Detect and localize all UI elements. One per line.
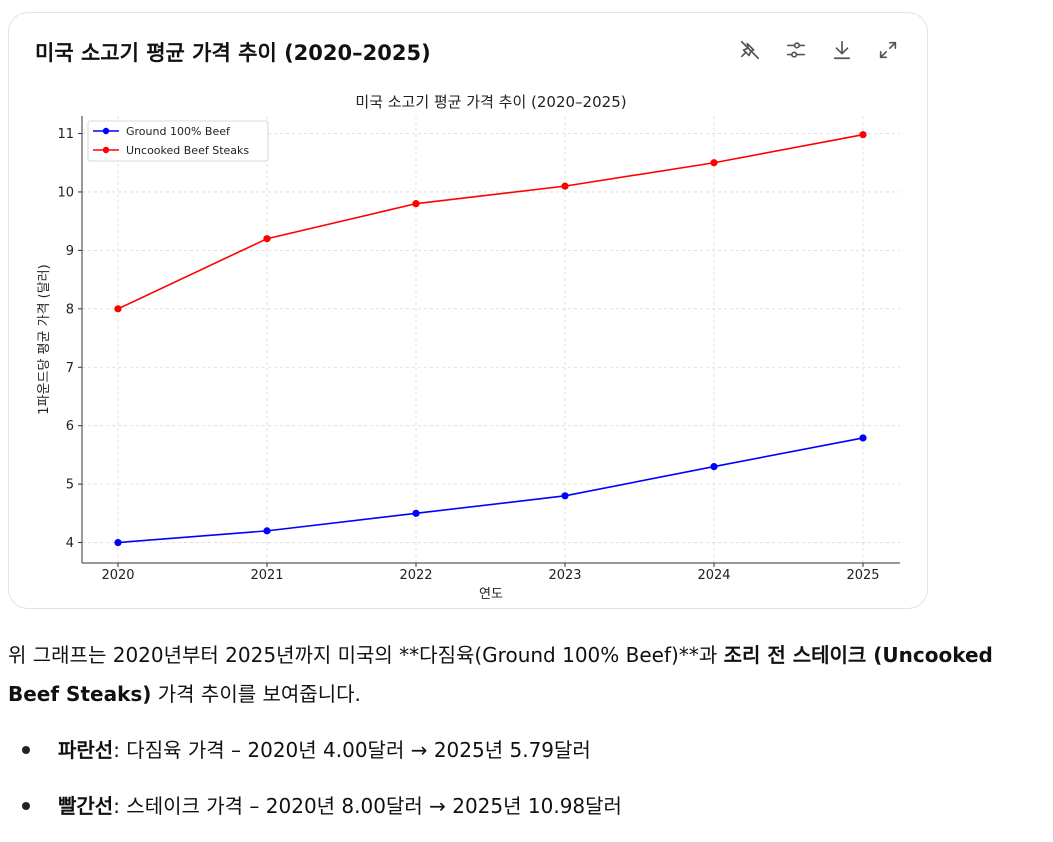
x-tick-label: 2022 xyxy=(399,568,432,583)
bullet-dot xyxy=(22,746,30,754)
chart-card: 미국 소고기 평균 가격 추이 (2020–2025) xyxy=(8,12,928,609)
x-tick-label: 2020 xyxy=(101,568,134,583)
summary-text-2: 가격 추이를 보여줍니다. xyxy=(151,682,361,706)
data-point xyxy=(412,200,420,208)
x-tick-label: 2021 xyxy=(250,568,283,583)
y-tick-label: 10 xyxy=(57,185,74,200)
download-icon[interactable] xyxy=(829,37,855,63)
legend-marker xyxy=(102,127,110,135)
data-point xyxy=(561,182,569,190)
data-point xyxy=(114,305,122,313)
bullet-red: 빨간선: 스테이크 가격 – 2020년 8.00달러 → 2025년 10.9… xyxy=(22,786,622,842)
data-point xyxy=(114,538,122,547)
bullet-label: 빨간선 xyxy=(58,794,114,818)
summary-text-1: 위 그래프는 2020년부터 2025년까지 미국의 **다짐육(Ground … xyxy=(8,643,724,667)
bullet-blue: 파란선: 다짐육 가격 – 2020년 4.00달러 → 2025년 5.79달… xyxy=(22,730,622,786)
data-point xyxy=(263,235,271,243)
bullet-text: : 다짐육 가격 – 2020년 4.00달러 → 2025년 5.79달러 xyxy=(113,738,591,762)
chart-toolbar xyxy=(737,37,901,63)
y-axis-label: 1파운드당 평균 가격 (달러) xyxy=(37,264,52,414)
x-tick-label: 2023 xyxy=(548,568,581,583)
sliders-icon[interactable] xyxy=(783,37,809,63)
summary-bold: 조리 전 스테이크 (Uncooked Beef Steaks) xyxy=(8,643,993,706)
bullet-dot xyxy=(22,802,30,810)
bullet-text: : 스테이크 가격 – 2020년 8.00달러 → 2025년 10.98달러 xyxy=(113,794,622,818)
series-line xyxy=(117,437,864,544)
line-chart: 2020 2021 2022 2023 2024 2025 4 5 6 7 8 9 10 11 미국 소고기… xyxy=(37,93,900,602)
data-point xyxy=(859,131,867,139)
x-tick-label: 2025 xyxy=(846,568,879,583)
data-point xyxy=(561,492,569,500)
legend-box xyxy=(87,120,269,162)
y-tick-label: 6 xyxy=(66,419,74,434)
x-axis-label: 연도 xyxy=(479,587,503,602)
chart-title: 미국 소고기 평균 가격 추이 (2020–2025) xyxy=(355,93,626,111)
legend-marker xyxy=(102,146,110,154)
y-tick-label: 9 xyxy=(66,244,74,259)
y-tick-label: 4 xyxy=(66,536,74,551)
expand-icon[interactable] xyxy=(875,37,901,63)
y-tick-label: 5 xyxy=(66,478,74,493)
series-line xyxy=(117,133,864,310)
x-tick-label: 2024 xyxy=(697,568,730,583)
summary-bullets: 파란선: 다짐육 가격 – 2020년 4.00달러 → 2025년 5.79달… xyxy=(22,730,622,842)
y-tick-label: 11 xyxy=(57,127,74,142)
data-point xyxy=(412,509,420,517)
data-point xyxy=(710,159,718,167)
no-pin-icon[interactable] xyxy=(737,37,763,63)
data-point xyxy=(710,462,718,471)
data-point xyxy=(263,527,271,535)
y-tick-label: 8 xyxy=(66,302,74,317)
legend-label: Ground 100% Beef xyxy=(126,125,231,138)
card-title: 미국 소고기 평균 가격 추이 (2020–2025) xyxy=(35,41,431,65)
legend-label: Uncooked Beef Steaks xyxy=(126,144,249,157)
y-tick-label: 7 xyxy=(66,361,74,376)
summary-paragraph: 위 그래프는 2020년부터 2025년까지 미국의 **다짐육(Ground … xyxy=(8,636,1048,714)
data-point xyxy=(859,434,867,442)
bullet-label: 파란선 xyxy=(58,738,114,762)
